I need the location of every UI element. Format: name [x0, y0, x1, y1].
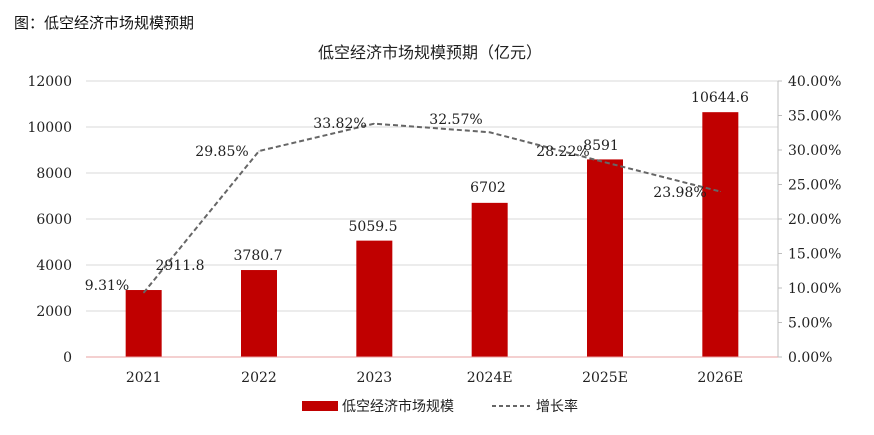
y-left-tick-label: 0 [63, 350, 72, 366]
bar-value-label: 8591 [583, 138, 619, 154]
legend-bar-swatch [302, 401, 338, 411]
growth-point [143, 292, 145, 294]
bar-value-label: 10644.6 [691, 90, 749, 106]
x-tick-label: 2022 [241, 370, 277, 386]
bar [241, 270, 277, 357]
y-right-tick-label: 30.00% [788, 143, 841, 159]
bar-series [125, 112, 739, 358]
growth-line [142, 122, 721, 294]
y-right-tick-label: 40.00% [788, 74, 841, 90]
x-tick-label: 2026E [697, 370, 743, 386]
page-label: 图：低空经济市场规模预期 [14, 14, 195, 32]
y-right-tick-label: 10.00% [788, 281, 841, 297]
y-right-tick-label: 5.00% [788, 316, 832, 332]
bar [125, 290, 162, 357]
y-left-tick-label: 8000 [36, 166, 72, 182]
x-tick-label: 2024E [467, 370, 513, 386]
data-labels: 2911.8 3780.7 5059.5 6702 8591 10644.6 9.31% 29… [85, 90, 749, 294]
growth-line-series [142, 122, 721, 294]
y-right-tick-label: 35.00% [788, 109, 841, 125]
y-left-tick-label: 2000 [36, 304, 72, 320]
growth-value-label: 28.22% [536, 144, 589, 160]
growth-value-label: 9.31% [85, 278, 129, 294]
y-left-tick-label: 6000 [36, 212, 72, 228]
legend-bar-label: 低空经济市场规模 [342, 398, 454, 415]
x-tick-label: 2025E [582, 370, 628, 386]
growth-point [489, 131, 491, 133]
y-left-tick-label: 12000 [27, 74, 72, 90]
bar-value-label: 5059.5 [349, 219, 398, 235]
grid-lines [86, 80, 778, 312]
bar [702, 112, 739, 358]
growth-point [719, 191, 721, 193]
legend: 低空经济市场规模 增长率 [302, 398, 578, 415]
x-tick-label: 2023 [357, 370, 393, 386]
y-left-tick-label: 4000 [36, 258, 72, 274]
y-right-tick-label: 20.00% [788, 212, 841, 228]
growth-point [373, 123, 375, 125]
y-right-tick-label: 25.00% [788, 178, 841, 194]
bar-value-label: 2911.8 [156, 258, 205, 274]
growth-value-label: 33.82% [313, 116, 366, 132]
growth-point [258, 150, 260, 152]
axes: 0 2000 4000 6000 8000 10000 12000 0.00% 5.00% 10.… [27, 74, 841, 386]
legend-line-label: 增长率 [536, 398, 578, 415]
y-right-tick-label: 15.00% [788, 247, 841, 263]
bar [471, 202, 508, 357]
growth-value-label: 29.85% [195, 144, 248, 160]
bar [587, 159, 623, 357]
y-right-tick-label: 0.00% [788, 350, 832, 366]
y-left-tick-label: 10000 [27, 120, 72, 136]
growth-value-label: 23.98% [653, 185, 706, 201]
growth-value-label: 32.57% [429, 112, 482, 128]
bar-value-label: 6702 [470, 180, 506, 196]
x-tick-label: 2021 [126, 370, 162, 386]
bar [356, 240, 393, 357]
bar-value-label: 3780.7 [234, 248, 283, 264]
growth-point [604, 161, 606, 163]
chart-title: 低空经济市场规模预期（亿元） [318, 43, 542, 62]
